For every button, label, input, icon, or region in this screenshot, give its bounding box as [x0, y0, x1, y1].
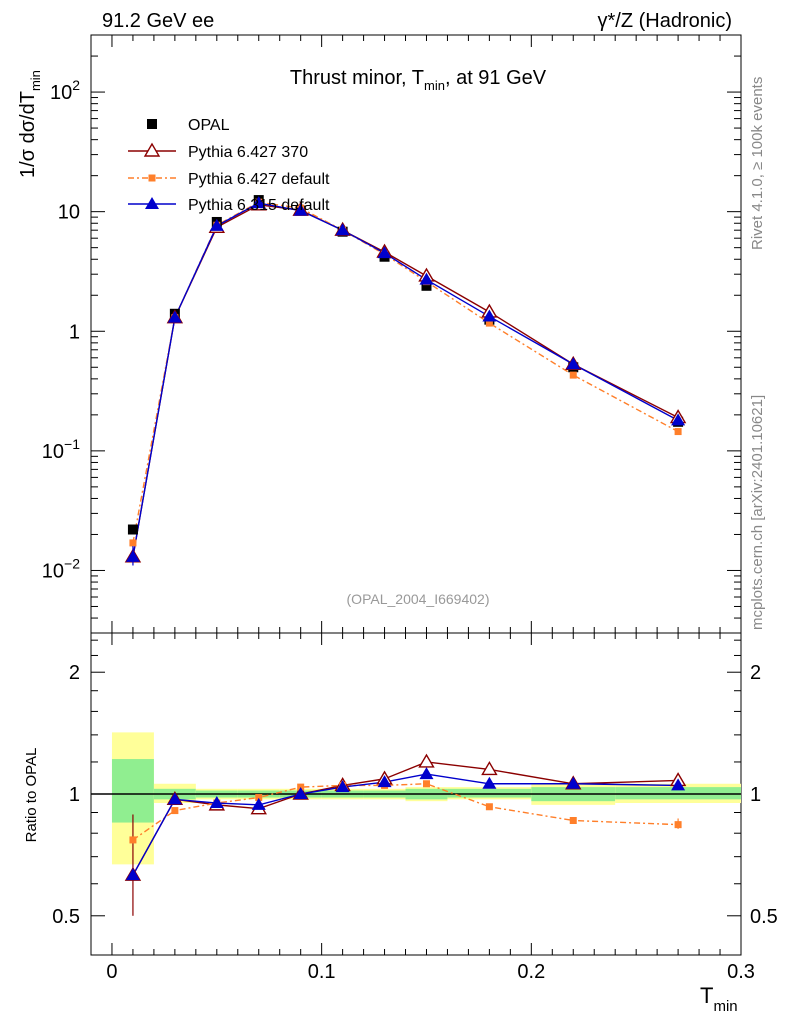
legend-marker	[143, 142, 161, 157]
legend-label: Pythia 6.427 370	[188, 144, 308, 161]
data-point	[674, 428, 682, 436]
ratio-data-point	[418, 753, 435, 768]
rivet-label: Rivet 4.1.0, ≥ 100k events	[749, 77, 766, 250]
data-point	[482, 309, 497, 322]
ratio-y-tick-label: 0.5	[52, 906, 80, 928]
xlabel-part1: T	[700, 983, 713, 1008]
y-tick-base: 10	[42, 441, 64, 463]
y-tick-exponent: 2	[72, 77, 80, 93]
uncertainty-band-inner	[111, 759, 154, 823]
data-point	[566, 357, 581, 370]
ratio-data-point	[674, 821, 682, 829]
main-ylabel-subscript: min	[28, 70, 43, 91]
ratio-data-point	[481, 761, 498, 776]
main-ylabel-part1: 1/σ dσ/dT	[17, 91, 39, 178]
y-tick-label: 10−2	[42, 555, 80, 582]
y-tick-base: 10	[42, 560, 64, 582]
ratio-y-tick-label: 2	[69, 662, 80, 684]
y-tick-label: 10	[58, 202, 80, 224]
data-point	[127, 524, 138, 535]
data-point	[293, 203, 308, 216]
ratio-series-line	[132, 761, 679, 876]
legend-marker	[148, 174, 156, 182]
data-point	[129, 539, 137, 547]
y-tick-exponent: −2	[64, 555, 80, 571]
ratio-data-point	[377, 775, 392, 788]
legend-marker	[147, 119, 157, 129]
legend-label: Pythia 6.427 default	[188, 171, 330, 188]
series-line	[132, 204, 679, 557]
data-point	[419, 272, 434, 285]
ratio-series-line	[132, 783, 679, 841]
ratio-data-point	[569, 817, 577, 825]
main-title-part2: , at 91 GeV	[445, 67, 547, 89]
ratio-data-point	[566, 776, 581, 789]
ratio-data-point	[422, 780, 430, 788]
ratio-data-point	[671, 778, 686, 791]
xlabel-subscript: min	[713, 998, 737, 1015]
ratio-data-point	[482, 776, 497, 789]
ratio-data-point	[485, 803, 493, 811]
x-tick-label: 0.1	[308, 961, 336, 983]
data-point	[251, 196, 266, 209]
y-tick-label: 1	[69, 321, 80, 343]
data-point	[377, 246, 392, 259]
data-point	[167, 310, 182, 323]
legend-label: OPAL	[188, 117, 230, 134]
legend: OPAL Pythia 6.427 370 Pythia 6.427 default…	[128, 117, 330, 214]
y-tick-label: 10−1	[42, 436, 80, 463]
data-point	[421, 280, 432, 291]
data-point	[485, 319, 493, 327]
x-tick-label: 0.2	[517, 961, 545, 983]
ratio-ylabel: Ratio to OPAL	[23, 748, 40, 843]
legend-label: Pythia 6.315 default	[188, 197, 330, 214]
ratio-data-point	[171, 807, 179, 815]
header-left: 91.2 GeV ee	[102, 10, 214, 32]
series-line	[132, 202, 679, 557]
x-tick-label: 0.3	[727, 961, 755, 983]
ratio-data-point	[251, 797, 266, 810]
main-ylabel: 1/σ dσ/dTmin	[17, 70, 43, 178]
header-right: γ*/Z (Hadronic)	[598, 10, 732, 32]
xlabel: Tmin	[700, 983, 738, 1015]
legend-marker	[145, 197, 159, 209]
main-title-part1: Thrust minor, T	[290, 67, 424, 89]
ratio-data-point	[209, 796, 224, 809]
ratio-data-point	[293, 787, 308, 799]
ratio-data-point	[335, 780, 350, 793]
ratio-y-tick-label: 1	[69, 784, 80, 806]
data-point	[671, 413, 686, 426]
data-point	[569, 371, 577, 379]
x-tick-label: 0	[106, 961, 117, 983]
ratio-data-point	[129, 836, 137, 844]
uncertainty-band-inner	[615, 787, 741, 800]
main-title: Thrust minor, Tmin, at 91 GeV	[290, 67, 547, 93]
ratio-data-point	[255, 794, 263, 802]
ratio-plot-marks: 0 0.1 0.2 0.3 0.5 0.5 1 1 2 2	[52, 633, 778, 983]
ratio-data-point	[167, 792, 182, 805]
y-tick-base: 10	[50, 82, 72, 104]
analysis-watermark: (OPAL_2004_I669402)	[347, 591, 490, 607]
ratio-y-tick-label-right: 2	[750, 662, 761, 684]
ratio-y-tick-label-right: 0.5	[750, 906, 778, 928]
ratio-data-point	[419, 767, 434, 780]
ratio-y-tick-label-right: 1	[750, 784, 761, 806]
uncertainty-band-inner	[447, 788, 532, 798]
main-title-subscript: min	[424, 78, 445, 93]
y-tick-label: 102	[50, 77, 80, 104]
data-point	[209, 218, 224, 231]
ratio-data-point	[125, 868, 140, 881]
series-line	[132, 201, 679, 544]
data-point	[335, 223, 350, 236]
y-tick-exponent: −1	[64, 436, 80, 452]
mcplots-label: mcplots.cern.ch [arXiv:2401.10621]	[749, 395, 766, 630]
